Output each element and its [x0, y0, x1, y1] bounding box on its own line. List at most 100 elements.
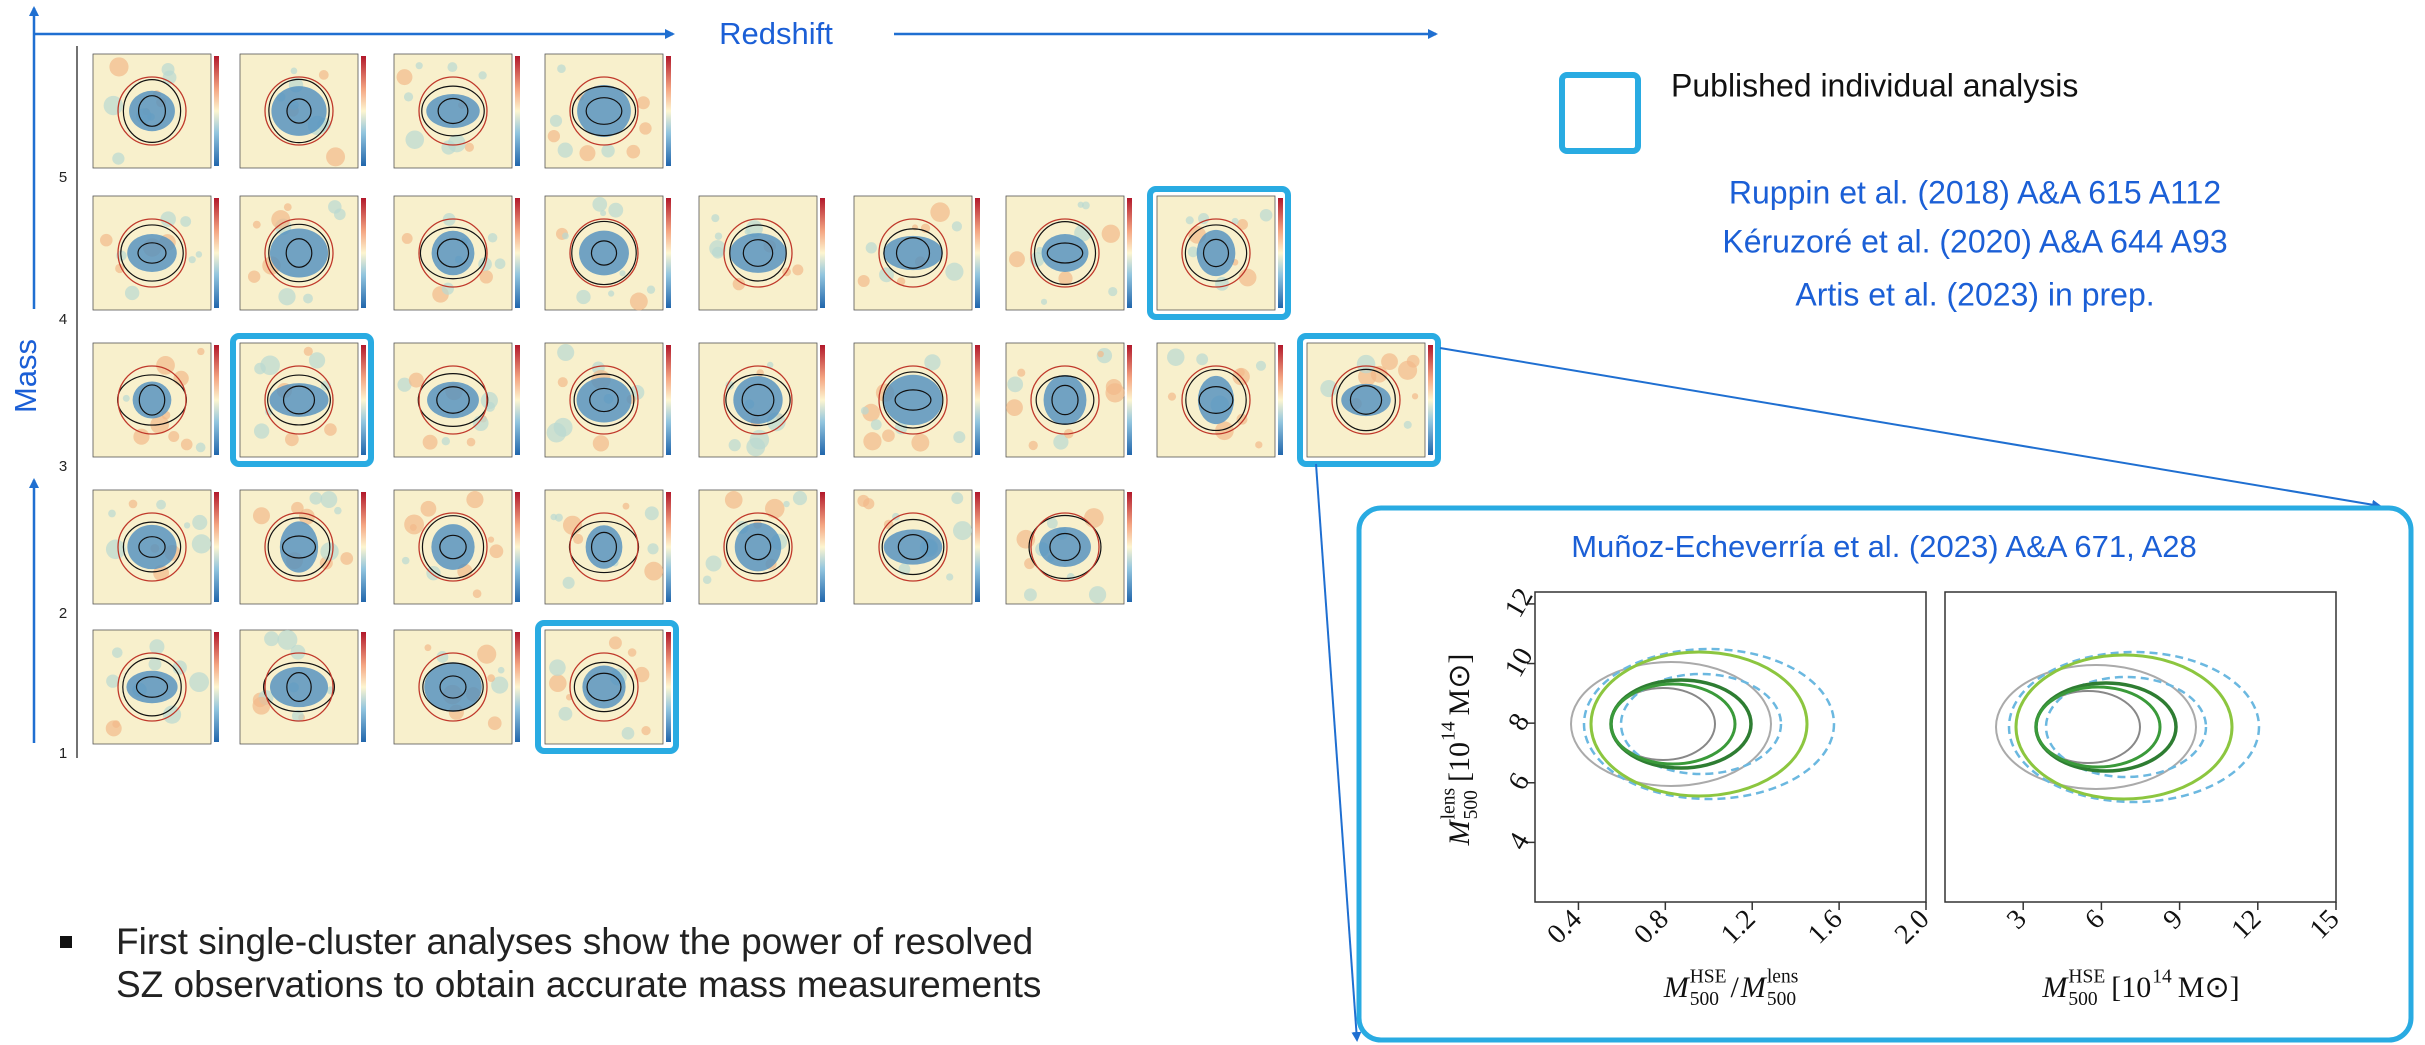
- noise: [180, 216, 191, 227]
- noise: [630, 293, 648, 311]
- colorbar: [1278, 198, 1283, 308]
- sz-signal: [133, 381, 172, 418]
- noise: [558, 377, 568, 387]
- sz-signal: [431, 524, 474, 570]
- noise: [953, 521, 972, 540]
- noise: [319, 70, 329, 80]
- sz-signal: [280, 521, 318, 572]
- colorbar: [975, 492, 980, 602]
- sz-signal: [1341, 384, 1391, 416]
- sz-signal: [577, 377, 632, 422]
- colorbar: [820, 345, 825, 455]
- cluster-map: [1006, 196, 1132, 310]
- noise: [488, 716, 502, 730]
- cluster-map: [394, 54, 520, 168]
- mass-tick-label: 4: [59, 311, 67, 328]
- noise: [706, 555, 722, 571]
- colorbar: [1127, 492, 1132, 602]
- noise: [622, 727, 635, 740]
- noise: [793, 491, 807, 505]
- noise: [473, 415, 489, 431]
- noise: [168, 431, 179, 442]
- noise: [609, 636, 622, 649]
- colorbar: [214, 632, 219, 742]
- label-superscript: HSE: [1690, 966, 1727, 987]
- cluster-map: [854, 343, 980, 457]
- label-superscript: lens: [1438, 788, 1459, 819]
- noise: [1381, 353, 1398, 370]
- noise: [1082, 202, 1090, 210]
- cluster-map: [1157, 343, 1283, 457]
- noise: [644, 562, 663, 581]
- noise: [715, 232, 722, 239]
- colorbar: [515, 198, 520, 308]
- colorbar: [214, 345, 219, 455]
- noise: [555, 514, 563, 522]
- colorbar: [1127, 345, 1132, 455]
- noise: [467, 438, 476, 447]
- label-unit: [10: [1443, 742, 1476, 782]
- noise: [478, 71, 486, 79]
- bullet-marker: [60, 936, 72, 948]
- noise: [1256, 361, 1266, 371]
- cluster-map: [93, 490, 219, 604]
- cluster-map: [1006, 343, 1132, 457]
- colorbar: [975, 198, 980, 308]
- noise: [601, 144, 614, 157]
- cluster-map: [545, 343, 671, 457]
- noise: [416, 62, 423, 69]
- colorbar: [515, 492, 520, 602]
- noise: [1041, 299, 1047, 305]
- noise: [402, 557, 410, 565]
- colorbar: [666, 632, 671, 742]
- noise: [473, 589, 482, 598]
- cluster-map: [394, 196, 520, 310]
- cluster-map: [699, 196, 825, 310]
- noise: [946, 573, 953, 580]
- noise: [334, 507, 342, 515]
- cluster-map: [1006, 490, 1132, 604]
- noise: [309, 492, 322, 505]
- colorbar: [666, 56, 671, 166]
- cluster-map: [93, 54, 219, 168]
- colorbar: [361, 632, 366, 742]
- noise: [1084, 508, 1104, 528]
- noise: [930, 202, 950, 222]
- noise: [488, 233, 497, 242]
- zoom-line: [1440, 348, 2380, 506]
- noise: [253, 221, 261, 229]
- noise: [593, 435, 609, 451]
- bullet-text: SZ observations to obtain accurate mass …: [116, 964, 1041, 1005]
- noise: [156, 500, 166, 510]
- noise: [254, 423, 269, 438]
- noise: [1007, 376, 1023, 392]
- noise: [645, 506, 659, 520]
- cluster-map: [545, 630, 671, 744]
- sz-signal: [1197, 230, 1236, 276]
- noise: [106, 539, 126, 559]
- reference: Ruppin et al. (2018) A&A 615 A112: [1729, 174, 2221, 210]
- sz-signal: [582, 666, 625, 709]
- cluster-maps: [93, 54, 1438, 751]
- noise: [1097, 351, 1103, 357]
- colorbar: [1278, 345, 1283, 455]
- noise: [465, 143, 474, 152]
- mass-ticks: 54321: [59, 169, 67, 762]
- noise: [340, 552, 353, 565]
- noise: [639, 122, 651, 134]
- noise: [192, 534, 211, 553]
- noise: [490, 544, 504, 558]
- noise: [1006, 399, 1023, 416]
- label-subscript: 500: [1690, 989, 1719, 1010]
- noise: [1186, 216, 1194, 224]
- noise: [100, 234, 113, 247]
- label-unit: [10: [2111, 971, 2151, 1004]
- bullet-text: First single-cluster analyses show the p…: [116, 921, 1033, 962]
- noise: [160, 211, 175, 226]
- noise: [576, 290, 590, 304]
- noise: [765, 499, 785, 519]
- noise: [557, 64, 566, 73]
- label-subscript: 500: [1461, 790, 1482, 819]
- noise: [404, 92, 413, 101]
